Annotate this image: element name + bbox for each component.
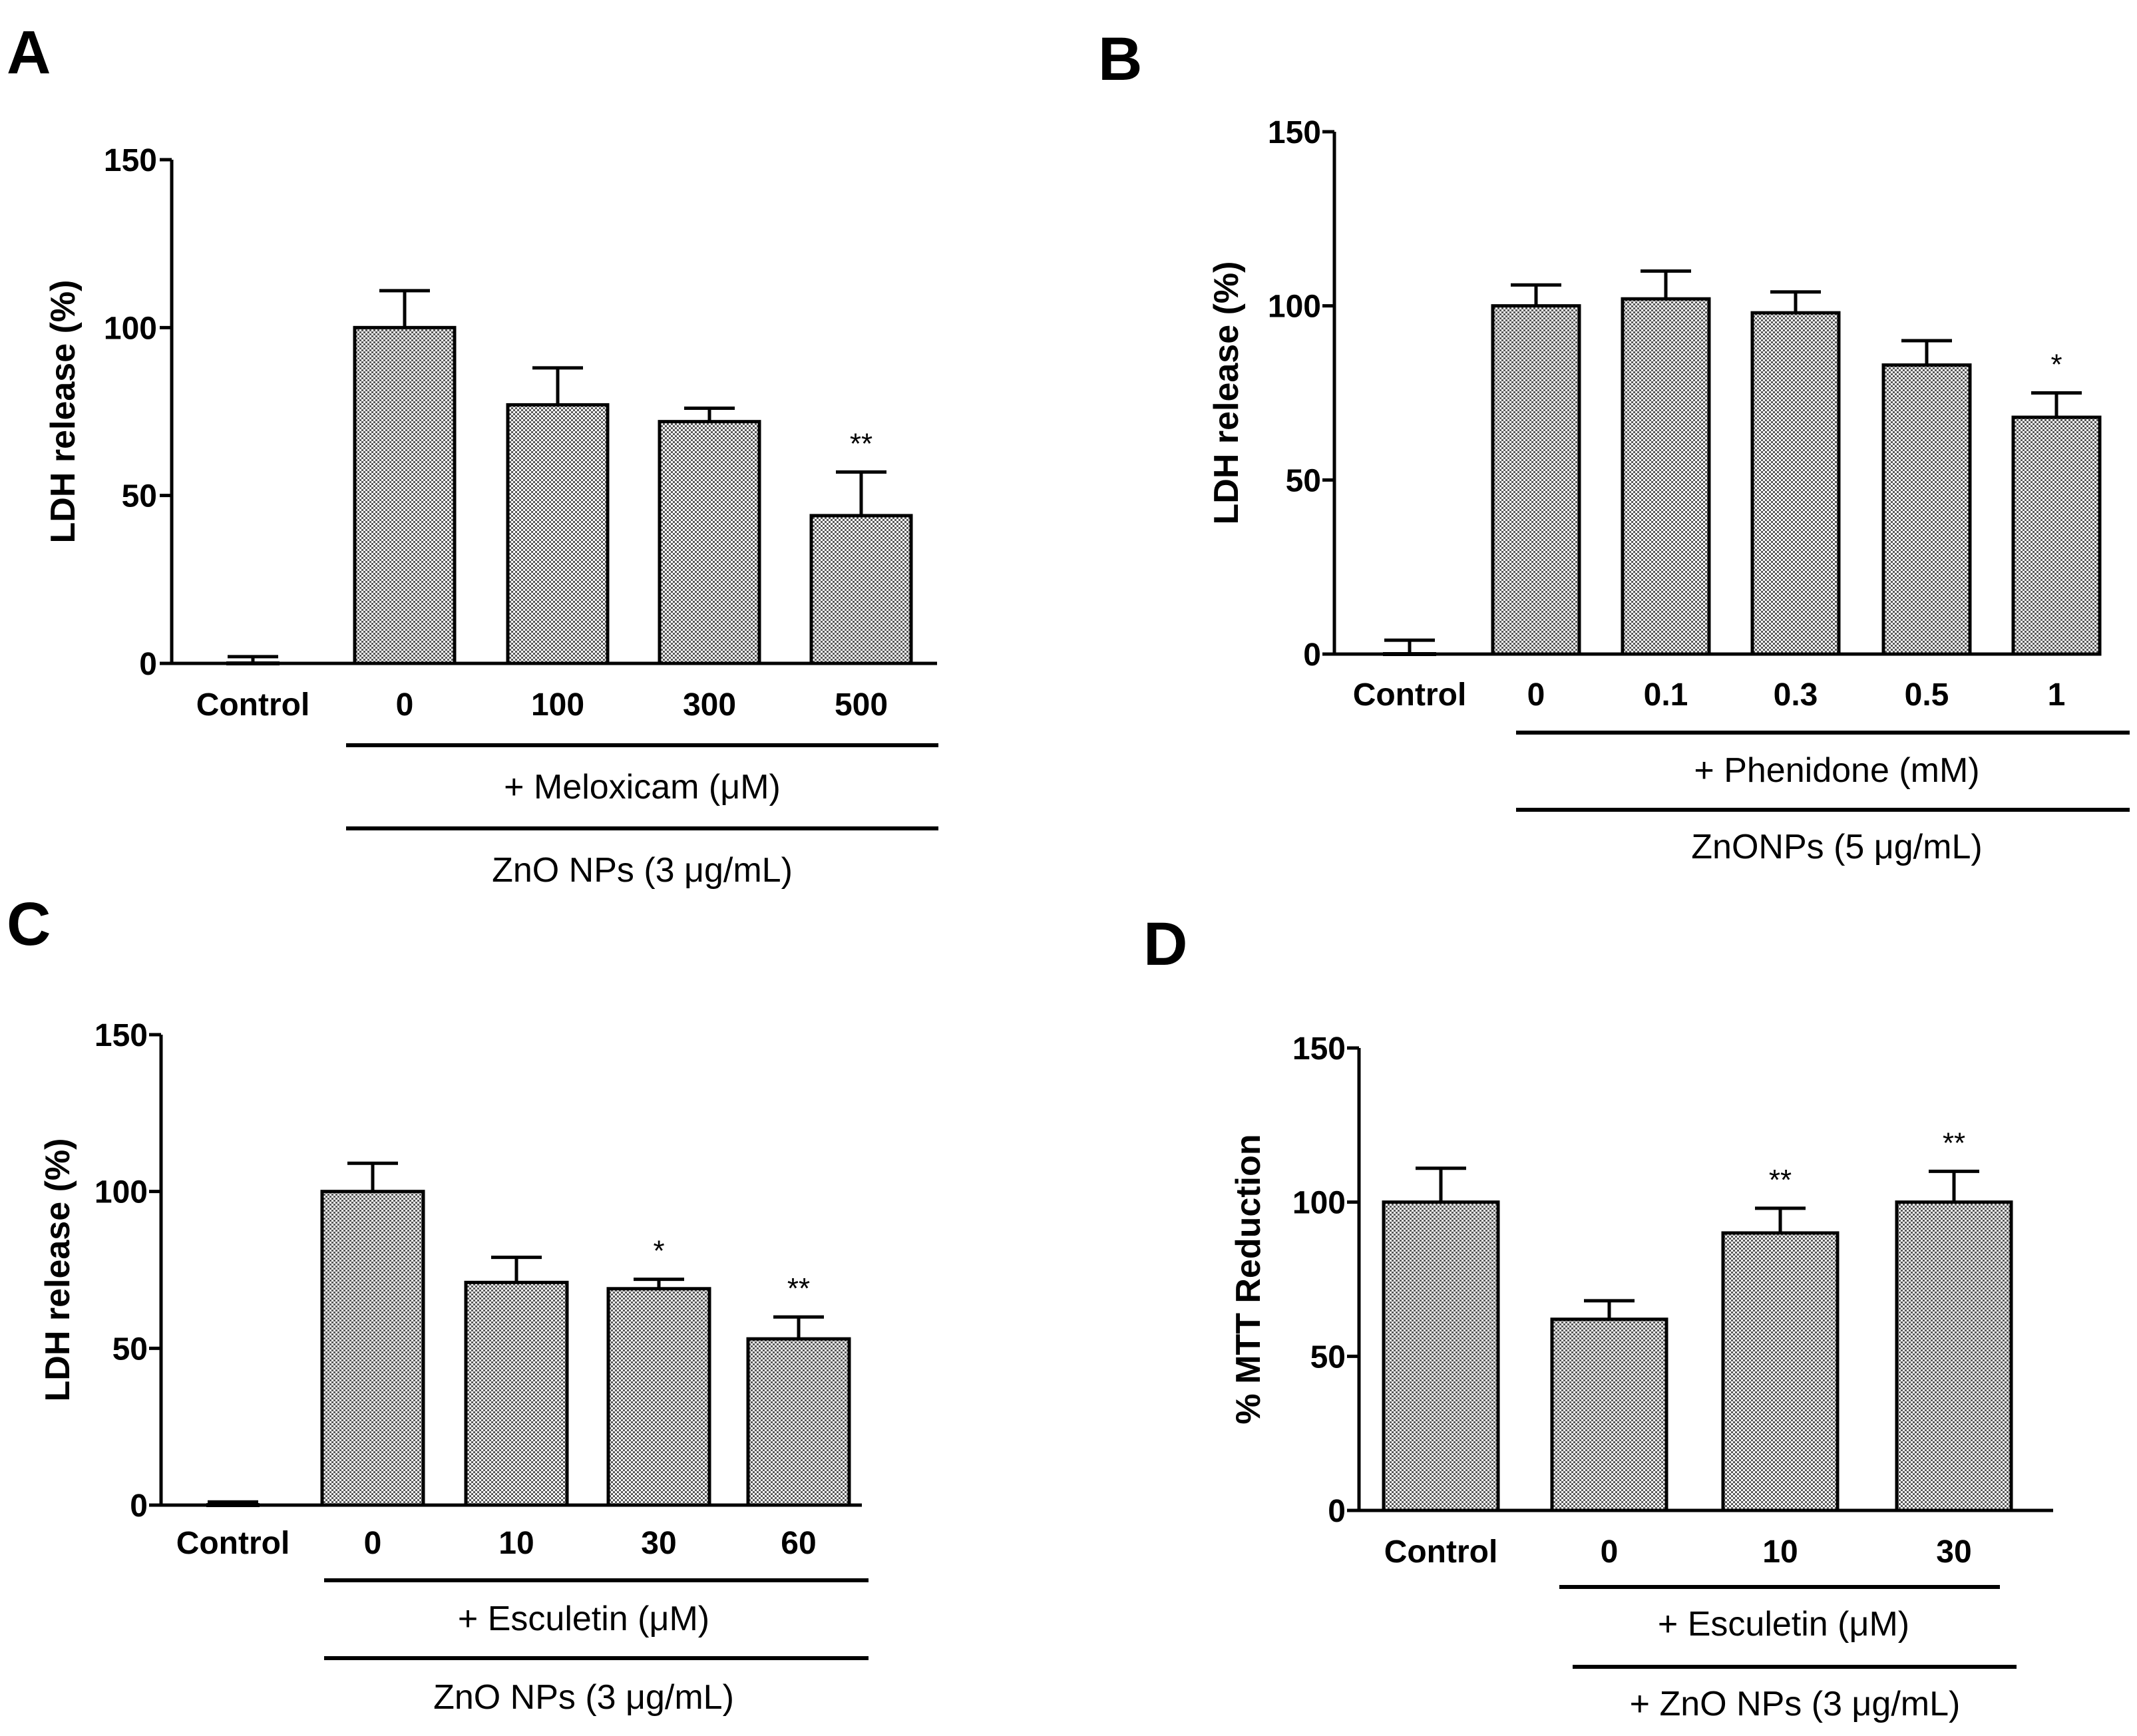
x-tick-label-a-1: 0 (396, 687, 414, 723)
y-tick-label-d: 50 (1310, 1339, 1346, 1375)
y-axis-label-a: LDH release (%) (44, 280, 83, 544)
bar-d-0 (1382, 1200, 1500, 1512)
bar-a-3 (658, 420, 761, 665)
bar-c-1 (320, 1190, 425, 1507)
x-tick-label-b-1: 0 (1527, 677, 1545, 713)
significance-mark-c-4: ** (787, 1272, 810, 1305)
x-tick-label-d-1: 0 (1601, 1534, 1619, 1570)
y-tick-label-d: 100 (1292, 1186, 1346, 1221)
panel-letter-a: A (7, 19, 51, 87)
group-label-d-1: + ZnO NPs (3 μg/mL) (1630, 1685, 1961, 1723)
panel-b: 0 50 100 150 LDH release (%) Control 0 0.1 0.3 0.… (1207, 115, 2130, 866)
bar-a-4 (809, 514, 913, 665)
panel-c: 0 50 100 150 LDH release (%) Control 0 10 30 * 60 *… (39, 1018, 869, 1717)
x-tick-label-b-0: Control (1353, 677, 1467, 713)
x-tick-label-c-4: 60 (781, 1526, 816, 1561)
y-axis-label-b: LDH release (%) (1207, 261, 1246, 525)
bar-a-2 (506, 403, 610, 665)
x-tick-label-c-1: 0 (364, 1526, 382, 1561)
bar-a-1 (353, 325, 457, 665)
x-tick-label-b-5: 1 (2048, 677, 2066, 713)
significance-mark-d-3: ** (1943, 1127, 1965, 1159)
group-label-b-1: ZnONPs (5 μg/mL) (1691, 828, 1982, 866)
panel-d: 0 50 100 150 % MTT Reduction Control 0 10 ** 30 **… (1229, 1031, 2053, 1723)
significance-mark-d-2: ** (1769, 1164, 1792, 1196)
x-tick-label-b-3: 0.3 (1774, 677, 1818, 713)
bar-d-1 (1550, 1317, 1668, 1512)
x-tick-label-a-2: 100 (531, 687, 584, 723)
bar-c-4 (746, 1337, 851, 1507)
group-label-c-0: + Esculetin (μM) (458, 1600, 709, 1638)
y-tick-label-b: 50 (1286, 463, 1321, 498)
bar-c-3 (606, 1287, 711, 1507)
x-tick-label-a-4: 500 (835, 687, 888, 723)
y-tick-label-a: 0 (139, 647, 157, 682)
y-tick-label-b: 0 (1303, 637, 1321, 673)
panel-letter-b: B (1098, 25, 1142, 93)
x-tick-label-d-3: 30 (1936, 1534, 1971, 1570)
y-tick-label-c: 50 (112, 1331, 148, 1367)
x-tick-label-a-3: 300 (683, 687, 736, 723)
bar-b-1 (1491, 304, 1581, 656)
y-tick-label-a: 100 (104, 311, 157, 346)
significance-mark-b-5: * (2050, 349, 2062, 381)
y-tick-label-c: 100 (95, 1175, 148, 1210)
group-label-a-0: + Meloxicam (μM) (504, 768, 781, 806)
x-tick-label-b-4: 0.5 (1905, 677, 1949, 713)
panel-a: 0 50 100 150 LDH release (%) Control 0 100 300 50… (44, 143, 938, 890)
bar-d-2 (1721, 1231, 1840, 1512)
significance-mark-a-4: ** (850, 427, 873, 460)
group-label-d-0: + Esculetin (μM) (1658, 1605, 1909, 1644)
y-axis-label-c: LDH release (%) (39, 1138, 77, 1402)
bar-b-5 (2011, 415, 2102, 656)
y-tick-label-c: 150 (95, 1018, 148, 1053)
x-tick-label-c-2: 10 (498, 1526, 534, 1561)
x-tick-label-c-0: Control (176, 1526, 290, 1561)
bar-b-4 (1881, 363, 1972, 656)
x-tick-label-a-0: Control (196, 687, 310, 723)
x-tick-label-d-2: 10 (1762, 1534, 1798, 1570)
y-tick-label-b: 150 (1268, 115, 1321, 150)
panel-letter-c: C (7, 890, 51, 958)
bar-b-2 (1621, 297, 1711, 656)
significance-mark-c-3: * (653, 1235, 664, 1268)
group-label-c-1: ZnO NPs (3 μg/mL) (433, 1678, 734, 1717)
x-tick-label-b-2: 0.1 (1644, 677, 1688, 713)
y-axis-label-d: % MTT Reduction (1229, 1134, 1268, 1424)
group-label-a-1: ZnO NPs (3 μg/mL) (492, 851, 793, 890)
group-label-b-0: + Phenidone (mM) (1694, 751, 1979, 790)
x-tick-label-c-3: 30 (641, 1526, 676, 1561)
x-tick-label-d-0: Control (1384, 1534, 1498, 1570)
y-tick-label-c: 0 (130, 1488, 148, 1524)
bar-b-3 (1750, 311, 1841, 656)
y-tick-label-d: 0 (1328, 1494, 1346, 1529)
y-tick-label-a: 150 (104, 143, 157, 178)
y-tick-label-d: 150 (1292, 1031, 1346, 1067)
panel-letter-d: D (1143, 910, 1187, 978)
bar-c-2 (464, 1280, 569, 1507)
bar-d-3 (1895, 1200, 2013, 1512)
y-tick-label-b: 100 (1268, 289, 1321, 325)
y-tick-label-a: 50 (122, 479, 157, 514)
